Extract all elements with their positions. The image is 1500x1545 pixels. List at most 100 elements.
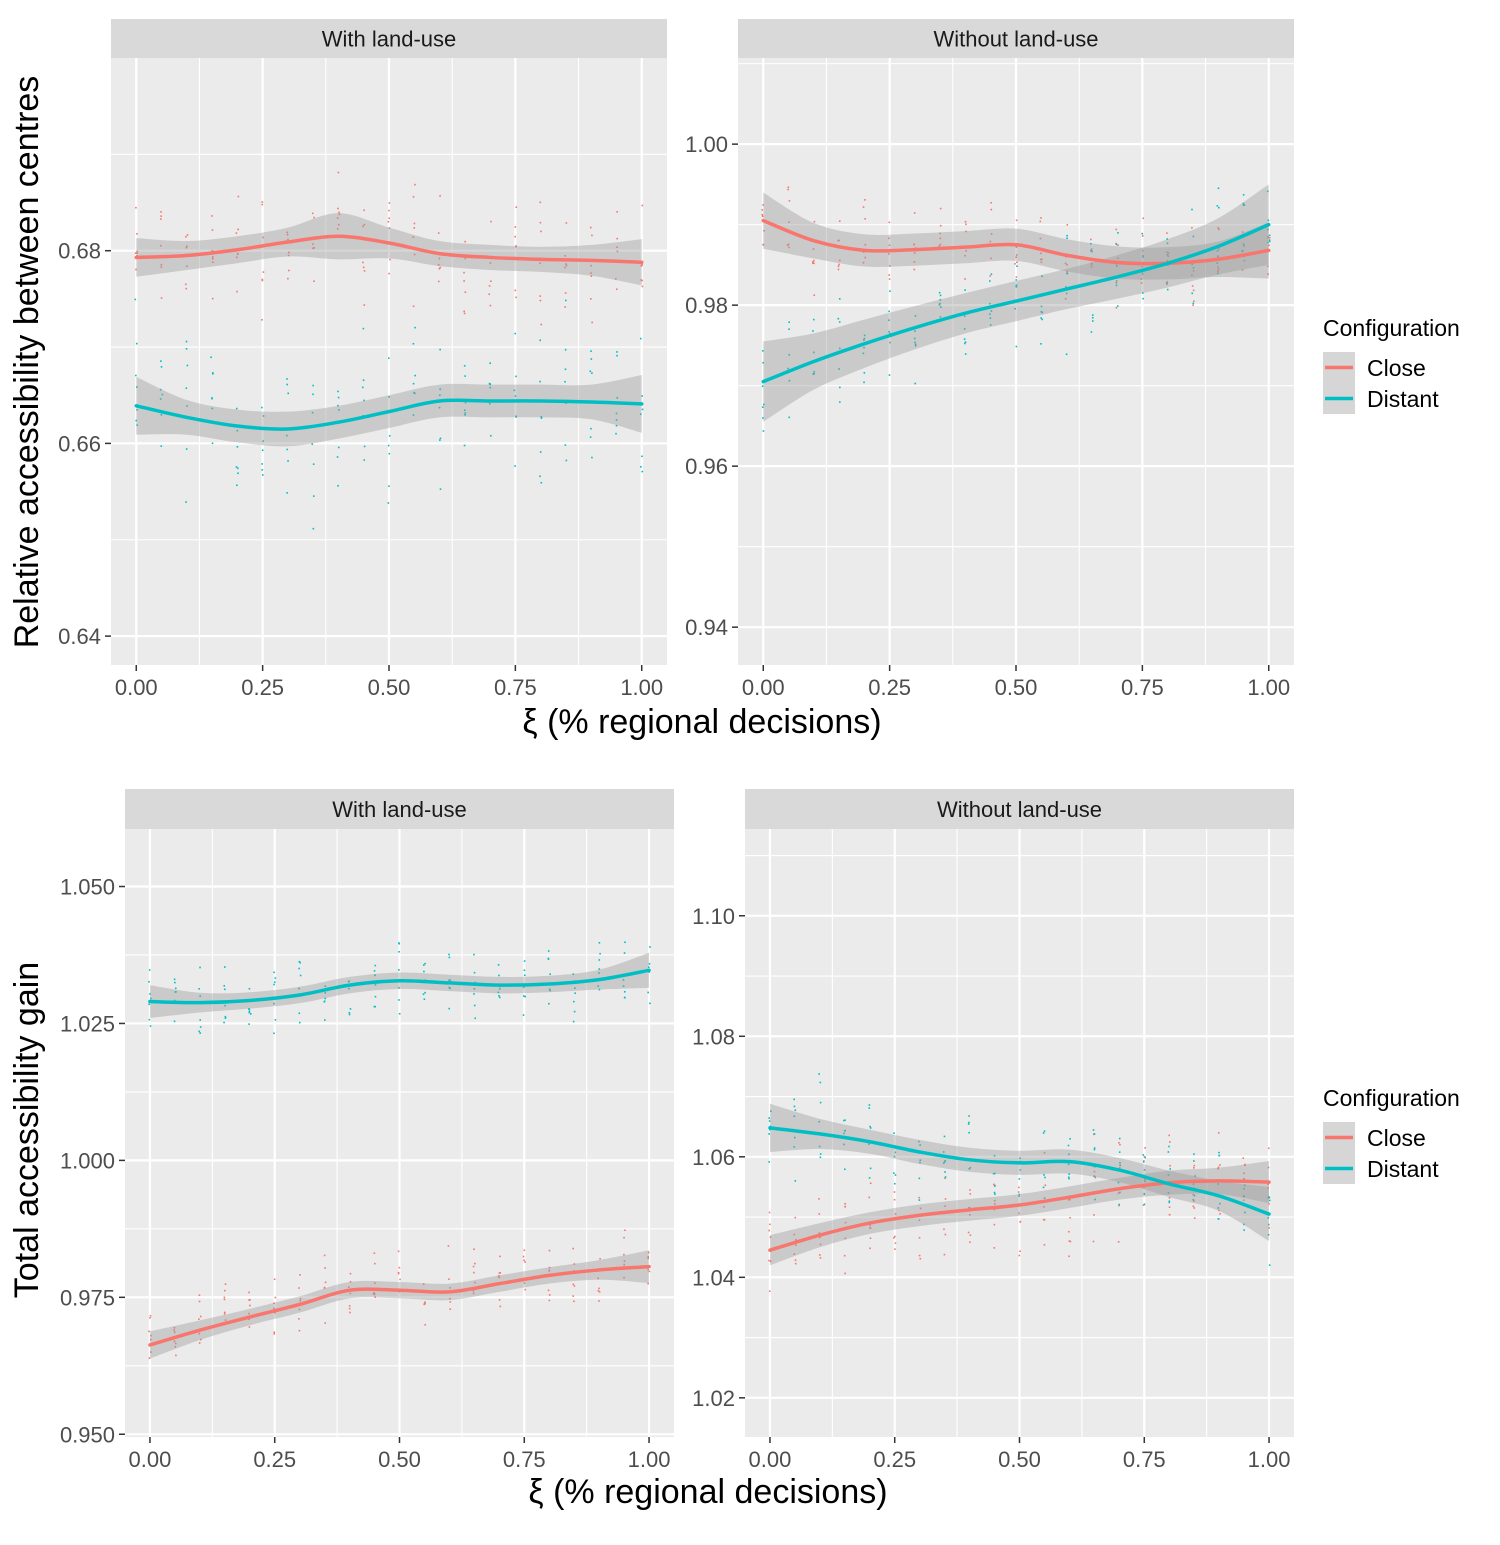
- data-point-close: [424, 1301, 426, 1304]
- data-point-distant: [1268, 239, 1271, 241]
- data-point-distant: [186, 364, 189, 367]
- data-point-close: [1068, 1230, 1070, 1233]
- data-point-distant: [1042, 1186, 1045, 1189]
- data-point-close: [787, 188, 789, 191]
- data-point-close: [539, 299, 542, 302]
- data-point-close: [1243, 1172, 1245, 1175]
- data-point-distant: [1143, 1192, 1146, 1195]
- data-point-distant: [768, 1161, 771, 1163]
- data-point-close: [198, 1294, 201, 1297]
- data-point-close: [1041, 258, 1043, 261]
- data-point-distant: [1243, 1229, 1245, 1231]
- data-point-close: [388, 217, 391, 219]
- data-point-close: [149, 1317, 151, 1319]
- data-point-close: [373, 1252, 376, 1254]
- data-point-distant: [362, 327, 365, 330]
- data-point-distant: [1144, 1156, 1146, 1159]
- data-point-close: [388, 227, 391, 229]
- data-point-close: [969, 1241, 971, 1244]
- data-point-close: [336, 217, 339, 219]
- data-point-distant: [564, 348, 567, 351]
- data-point-close: [186, 234, 189, 236]
- data-point-distant: [1043, 1174, 1045, 1176]
- data-point-close: [261, 201, 264, 203]
- data-point-distant: [1018, 1178, 1021, 1180]
- data-point-distant: [373, 970, 376, 972]
- data-point-close: [1069, 1240, 1072, 1243]
- data-point-distant: [762, 361, 764, 364]
- data-point-close: [965, 223, 967, 226]
- data-point-distant: [414, 326, 416, 329]
- data-point-close: [819, 1257, 822, 1259]
- data-point-distant: [1268, 1199, 1271, 1202]
- data-point-distant: [992, 1172, 995, 1175]
- data-point-close: [223, 1311, 226, 1314]
- data-point-distant: [589, 436, 592, 438]
- data-point-close: [888, 237, 890, 240]
- data-point-distant: [968, 1115, 970, 1117]
- data-point-close: [1268, 236, 1271, 239]
- data-point-distant: [548, 988, 551, 991]
- data-point-distant: [989, 324, 992, 326]
- data-point-distant: [1219, 1202, 1221, 1205]
- data-point-close: [616, 211, 618, 213]
- data-point-distant: [337, 484, 339, 487]
- data-point-close: [135, 268, 137, 271]
- data-point-close: [1118, 1204, 1120, 1207]
- data-point-close: [159, 218, 162, 220]
- data-point-close: [913, 212, 916, 214]
- data-point-distant: [1093, 1175, 1095, 1178]
- data-point-close: [363, 270, 366, 272]
- data-point-close: [523, 1249, 526, 1252]
- data-point-close: [1019, 1220, 1022, 1223]
- scatter-points: [134, 171, 644, 530]
- data-point-close: [1093, 1214, 1095, 1216]
- data-point-close: [990, 208, 993, 211]
- data-point-distant: [888, 319, 890, 321]
- data-point-distant: [539, 339, 542, 342]
- data-point-close: [1243, 1177, 1245, 1180]
- data-point-close: [964, 254, 966, 257]
- data-point-distant: [1193, 1153, 1195, 1155]
- data-point-close: [273, 1302, 275, 1305]
- data-point-distant: [398, 950, 400, 953]
- data-point-distant: [1066, 234, 1068, 237]
- data-point-distant: [762, 406, 764, 408]
- data-point-distant: [761, 385, 764, 388]
- data-point-close: [313, 247, 315, 249]
- data-point-distant: [913, 337, 916, 340]
- data-point-distant: [968, 1168, 971, 1170]
- data-point-close: [591, 234, 593, 237]
- data-point-distant: [210, 356, 212, 359]
- data-point-distant: [149, 1025, 152, 1027]
- data-point-distant: [1143, 1169, 1146, 1171]
- data-point-close: [1192, 270, 1195, 272]
- data-point-close: [564, 266, 566, 269]
- data-point-distant: [1115, 281, 1118, 284]
- data-point-close: [397, 1271, 400, 1274]
- data-point-distant: [135, 342, 138, 345]
- data-point-close: [324, 1281, 327, 1284]
- data-point-close: [136, 252, 138, 254]
- data-point-distant: [641, 408, 644, 411]
- data-point-distant: [388, 452, 391, 455]
- data-point-distant: [914, 344, 917, 347]
- data-point-distant: [1193, 1160, 1195, 1162]
- data-point-distant: [1216, 250, 1219, 252]
- data-point-close: [449, 1287, 451, 1289]
- data-point-close: [388, 272, 390, 275]
- data-point-distant: [648, 971, 651, 973]
- data-point-distant: [348, 987, 350, 990]
- data-point-distant: [623, 952, 626, 954]
- data-point-distant: [1118, 1137, 1121, 1140]
- data-point-distant: [149, 997, 152, 1000]
- data-point-close: [1064, 297, 1067, 300]
- data-point-distant: [159, 398, 162, 400]
- data-point-distant: [135, 419, 138, 422]
- data-point-distant: [1267, 219, 1270, 222]
- data-point-close: [1244, 1164, 1246, 1167]
- data-point-distant: [160, 366, 163, 368]
- data-point-distant: [398, 969, 400, 971]
- data-point-close: [888, 221, 891, 224]
- data-point-close: [894, 1248, 896, 1250]
